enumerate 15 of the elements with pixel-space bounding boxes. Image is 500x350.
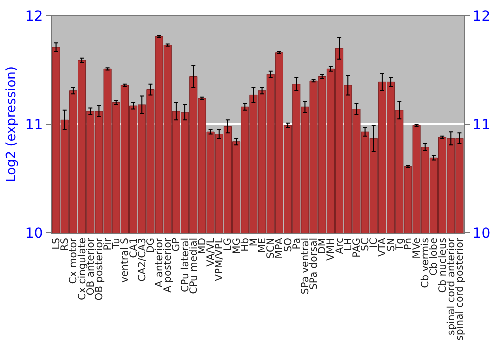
x-tick-label: OB posterior bbox=[94, 237, 106, 301]
y2-tick-label: 10 bbox=[472, 226, 491, 242]
x-tick-label: Pa bbox=[292, 238, 303, 250]
x-tick-label: spinal cord posterior bbox=[454, 237, 466, 341]
y-tick-label: 12 bbox=[25, 8, 44, 25]
x-tick-label: DG bbox=[146, 238, 157, 254]
x-tick-label: Tg bbox=[394, 238, 406, 252]
x-tick-label: A posterior bbox=[163, 237, 174, 293]
y2-tick-label: 11 bbox=[472, 117, 491, 134]
y-tick-label: 10 bbox=[25, 226, 44, 242]
x-tick-label: Cb lobe bbox=[429, 238, 440, 276]
y2-tick-label: 12 bbox=[472, 8, 491, 25]
y-axis-title: Log2 (expression) bbox=[4, 66, 20, 182]
x-tick-label: GP bbox=[172, 238, 183, 252]
y-tick-label: 11 bbox=[25, 117, 44, 134]
